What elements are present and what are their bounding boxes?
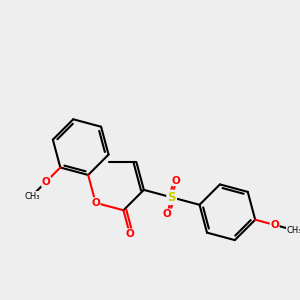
Text: O: O [172,176,181,186]
Text: O: O [91,198,100,208]
Text: S: S [167,191,176,204]
Text: O: O [163,209,172,219]
Text: O: O [125,229,134,239]
Text: O: O [42,177,50,187]
Text: CH₃: CH₃ [286,226,300,235]
Text: CH₃: CH₃ [24,191,40,200]
Text: O: O [270,220,279,230]
